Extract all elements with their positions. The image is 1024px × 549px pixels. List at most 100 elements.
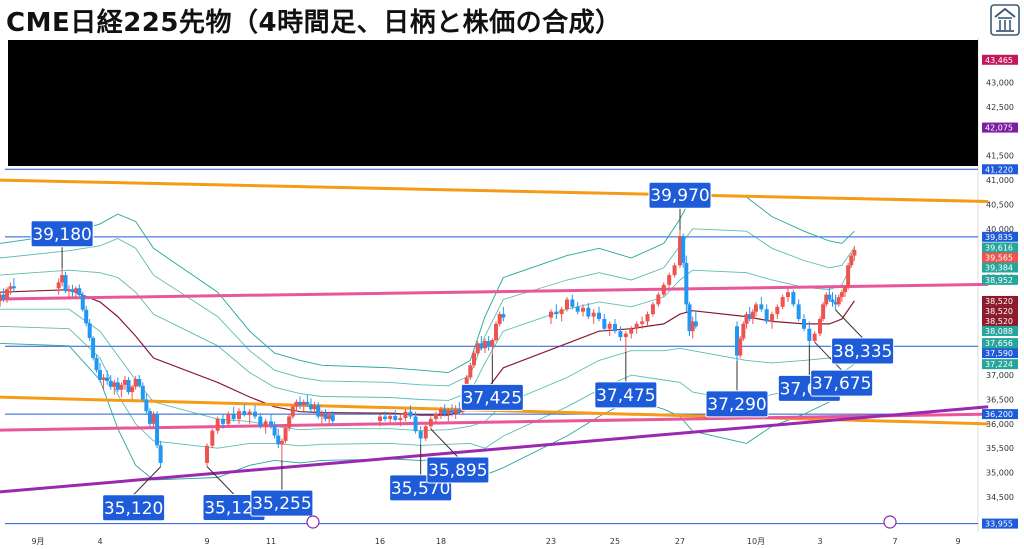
candle-body bbox=[764, 309, 769, 322]
price-chip-label: 43,465 bbox=[985, 56, 1013, 65]
candle-body bbox=[446, 410, 451, 415]
candle-body bbox=[750, 311, 755, 319]
price-chip bbox=[982, 122, 1018, 133]
candle-body bbox=[423, 426, 428, 439]
candle-body bbox=[645, 314, 650, 322]
orange-trend-line bbox=[0, 178, 989, 203]
candle-body bbox=[597, 312, 601, 319]
candle-body bbox=[802, 318, 806, 329]
annotation-box bbox=[831, 337, 895, 365]
candle-body bbox=[830, 299, 835, 302]
candle-body bbox=[472, 353, 476, 366]
candle-body bbox=[827, 294, 832, 300]
time-tick-label: 27 bbox=[675, 537, 685, 546]
candle-body bbox=[327, 415, 332, 419]
candle-body bbox=[791, 292, 796, 305]
candle-body bbox=[378, 416, 382, 421]
candle-body bbox=[418, 431, 423, 439]
candle-body bbox=[158, 445, 163, 463]
price-tick-label: 40,500 bbox=[986, 200, 1014, 209]
time-tick-label: 18 bbox=[436, 537, 446, 546]
price-chip-label: 38,952 bbox=[985, 276, 1013, 285]
price-chip-label: 39,565 bbox=[985, 253, 1013, 262]
candle-body bbox=[549, 311, 553, 318]
candle-body bbox=[323, 414, 328, 419]
candle-body bbox=[403, 411, 408, 418]
time-tick-label: 3 bbox=[817, 537, 822, 546]
candle-body bbox=[735, 326, 739, 356]
candle-body bbox=[140, 385, 145, 400]
candle-body bbox=[483, 340, 487, 349]
candle-body bbox=[497, 314, 502, 324]
candle-body bbox=[91, 338, 96, 359]
annotation-label: 35,570 bbox=[391, 479, 450, 499]
candle-body bbox=[634, 323, 639, 329]
candle-body bbox=[393, 416, 398, 420]
candle-body bbox=[5, 289, 9, 299]
candle-body bbox=[486, 340, 491, 346]
price-tick-label: 43,000 bbox=[986, 78, 1014, 87]
band-upper3 bbox=[0, 194, 855, 374]
event-marker-icon[interactable] bbox=[306, 515, 320, 529]
candle-body bbox=[494, 323, 498, 340]
price-chip-label: 37,590 bbox=[985, 349, 1013, 358]
candle-body bbox=[205, 445, 209, 463]
candle-body bbox=[602, 318, 607, 329]
candle-body bbox=[821, 304, 826, 319]
candle-body bbox=[279, 440, 284, 445]
time-tick-label: 4 bbox=[97, 537, 102, 546]
candle-body bbox=[119, 384, 124, 390]
candle-body bbox=[428, 418, 433, 427]
candle-body bbox=[586, 307, 591, 317]
candle-body bbox=[312, 405, 317, 410]
candle-body bbox=[741, 323, 746, 339]
candle-body bbox=[672, 265, 677, 276]
annotation-box bbox=[426, 456, 490, 484]
price-chip-label: 38,088 bbox=[985, 327, 1013, 336]
candle-body bbox=[413, 416, 418, 432]
price-chip bbox=[982, 295, 1018, 306]
price-chip-label: 39,384 bbox=[985, 263, 1013, 272]
band-upper2 bbox=[0, 228, 855, 387]
price-tick-label: 35,000 bbox=[986, 469, 1014, 478]
candle-body bbox=[112, 382, 117, 387]
candle-body bbox=[479, 343, 484, 349]
candle-body bbox=[94, 358, 99, 371]
candle-body bbox=[565, 299, 569, 310]
site-logo-icon bbox=[990, 4, 1020, 36]
annotation-box bbox=[810, 369, 874, 397]
candle-body bbox=[263, 421, 268, 427]
candle-body bbox=[388, 416, 393, 419]
candle-body bbox=[554, 311, 559, 315]
price-chip-label: 33,955 bbox=[985, 520, 1013, 529]
candle-body bbox=[98, 370, 102, 380]
candle-body bbox=[77, 288, 82, 296]
price-chip bbox=[982, 242, 1018, 253]
annotation-box bbox=[648, 181, 712, 209]
price-chip-label: 39,616 bbox=[985, 243, 1013, 252]
price-chip-label: 36,200 bbox=[985, 410, 1013, 419]
price-chip bbox=[982, 231, 1018, 242]
price-chip-label: 42,075 bbox=[985, 124, 1013, 133]
annotation-leader bbox=[814, 341, 843, 371]
time-tick-label: 11 bbox=[266, 537, 276, 546]
candle-body bbox=[656, 294, 661, 305]
candle-body bbox=[812, 333, 817, 341]
purple-trend-line bbox=[0, 405, 989, 494]
price-chip bbox=[982, 359, 1018, 370]
price-chip bbox=[982, 338, 1018, 349]
price-chip-label: 37,656 bbox=[985, 339, 1013, 348]
candle-body bbox=[237, 411, 241, 419]
candle-body bbox=[796, 304, 801, 319]
candle-body bbox=[450, 410, 454, 414]
candle-body bbox=[276, 435, 281, 445]
candle-body bbox=[468, 365, 473, 378]
candle-body bbox=[330, 415, 335, 421]
candle-body bbox=[67, 289, 71, 292]
candle-body bbox=[226, 414, 231, 424]
candle-body bbox=[247, 411, 252, 416]
event-marker-icon[interactable] bbox=[883, 515, 897, 529]
candle-body bbox=[408, 411, 413, 417]
time-tick-label: 25 bbox=[610, 537, 620, 546]
